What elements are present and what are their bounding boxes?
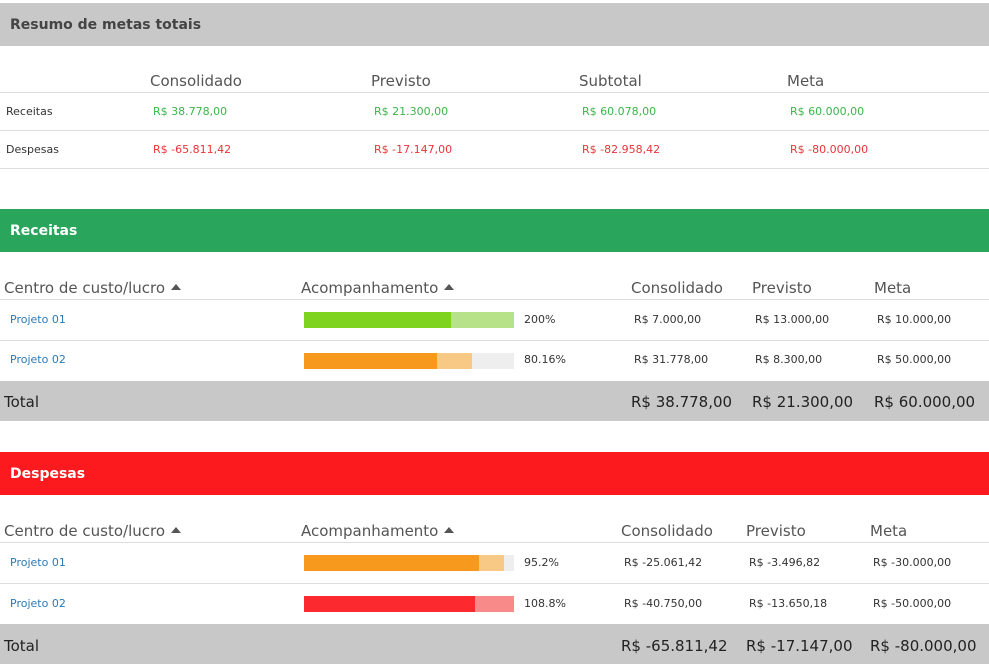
- project-link[interactable]: Projeto 02: [10, 597, 66, 610]
- despesas-col-consolidado: Consolidado: [621, 522, 713, 540]
- progress-fill-primary: [304, 596, 475, 612]
- progress-bar: [304, 596, 514, 612]
- column-label: Acompanhamento: [301, 522, 439, 540]
- value-consolidado: R$ -25.061,42: [624, 556, 703, 569]
- receitas-title: Receitas: [10, 222, 78, 239]
- receitas-header: Receitas: [0, 209, 989, 252]
- summary-value: R$ 21.300,00: [374, 105, 449, 118]
- summary-value: R$ -80.000,00: [790, 143, 869, 156]
- divider: [0, 130, 989, 131]
- divider: [0, 340, 989, 341]
- progress-fill-primary: [304, 555, 479, 571]
- despesas-col-centro[interactable]: Centro de custo/lucro: [4, 522, 182, 540]
- value-consolidado: R$ -40.750,00: [624, 597, 703, 610]
- value-meta: R$ 50.000,00: [877, 353, 952, 366]
- receitas-col-centro[interactable]: Centro de custo/lucro: [4, 279, 182, 297]
- sort-asc-icon: [444, 283, 455, 290]
- project-link[interactable]: Projeto 01: [10, 556, 66, 569]
- receitas-col-acomp[interactable]: Acompanhamento: [301, 279, 455, 297]
- summary-value: R$ -17.147,00: [374, 143, 453, 156]
- despesas-col-meta: Meta: [870, 522, 908, 540]
- progress-bar: [304, 353, 514, 369]
- value-meta: R$ -50.000,00: [873, 597, 952, 610]
- summary-col-consolidado: Consolidado: [150, 72, 242, 90]
- total-previsto: R$ -17.147,00: [746, 637, 853, 655]
- progress-fill-primary: [304, 353, 437, 369]
- divider: [0, 168, 989, 169]
- project-link[interactable]: Projeto 02: [10, 353, 66, 366]
- total-meta: R$ -80.000,00: [870, 637, 977, 655]
- despesas-total-row: Total R$ -65.811,42 R$ -17.147,00 R$ -80…: [0, 624, 989, 664]
- value-meta: R$ -30.000,00: [873, 556, 952, 569]
- summary-col-subtotal: Subtotal: [579, 72, 642, 90]
- value-consolidado: R$ 7.000,00: [634, 313, 702, 326]
- divider: [0, 583, 989, 584]
- total-label: Total: [4, 637, 40, 655]
- progress-percent: 80.16%: [524, 353, 566, 366]
- progress-bar: [304, 312, 514, 328]
- despesas-header: Despesas: [0, 452, 989, 495]
- progress-percent: 108.8%: [524, 597, 566, 610]
- column-label: Centro de custo/lucro: [4, 522, 166, 540]
- column-label: Centro de custo/lucro: [4, 279, 166, 297]
- progress-fill-primary: [304, 312, 451, 328]
- summary-value: R$ 60.078,00: [582, 105, 657, 118]
- value-previsto: R$ -13.650,18: [749, 597, 828, 610]
- summary-title: Resumo de metas totais: [10, 16, 202, 33]
- total-consolidado: R$ 38.778,00: [631, 393, 733, 411]
- total-consolidado: R$ -65.811,42: [621, 637, 728, 655]
- value-previsto: R$ 13.000,00: [755, 313, 830, 326]
- progress-percent: 200%: [524, 313, 556, 326]
- receitas-col-meta: Meta: [874, 279, 912, 297]
- receitas-col-consolidado: Consolidado: [631, 279, 723, 297]
- total-meta: R$ 60.000,00: [874, 393, 976, 411]
- total-label: Total: [4, 393, 40, 411]
- column-label: Acompanhamento: [301, 279, 439, 297]
- value-meta: R$ 10.000,00: [877, 313, 952, 326]
- summary-row-label: Despesas: [6, 143, 59, 156]
- sort-asc-icon: [444, 526, 455, 533]
- receitas-total-row: Total R$ 38.778,00 R$ 21.300,00 R$ 60.00…: [0, 381, 989, 421]
- value-consolidado: R$ 31.778,00: [634, 353, 709, 366]
- sort-asc-icon: [171, 526, 182, 533]
- value-previsto: R$ 8.300,00: [755, 353, 823, 366]
- despesas-title: Despesas: [10, 465, 86, 482]
- summary-value: R$ -65.811,42: [153, 143, 232, 156]
- summary-value: R$ 38.778,00: [153, 105, 228, 118]
- summary-value: R$ 60.000,00: [790, 105, 865, 118]
- divider: [0, 299, 989, 300]
- summary-value: R$ -82.958,42: [582, 143, 661, 156]
- project-link[interactable]: Projeto 01: [10, 313, 66, 326]
- despesas-col-acomp[interactable]: Acompanhamento: [301, 522, 455, 540]
- progress-percent: 95.2%: [524, 556, 559, 569]
- receitas-col-previsto: Previsto: [752, 279, 812, 297]
- progress-bar: [304, 555, 514, 571]
- summary-col-previsto: Previsto: [371, 72, 431, 90]
- total-previsto: R$ 21.300,00: [752, 393, 854, 411]
- summary-header: Resumo de metas totais: [0, 3, 989, 46]
- sort-asc-icon: [171, 283, 182, 290]
- divider: [0, 542, 989, 543]
- despesas-col-previsto: Previsto: [746, 522, 806, 540]
- value-previsto: R$ -3.496,82: [749, 556, 821, 569]
- summary-col-meta: Meta: [787, 72, 825, 90]
- divider: [0, 92, 989, 93]
- summary-row-label: Receitas: [6, 105, 53, 118]
